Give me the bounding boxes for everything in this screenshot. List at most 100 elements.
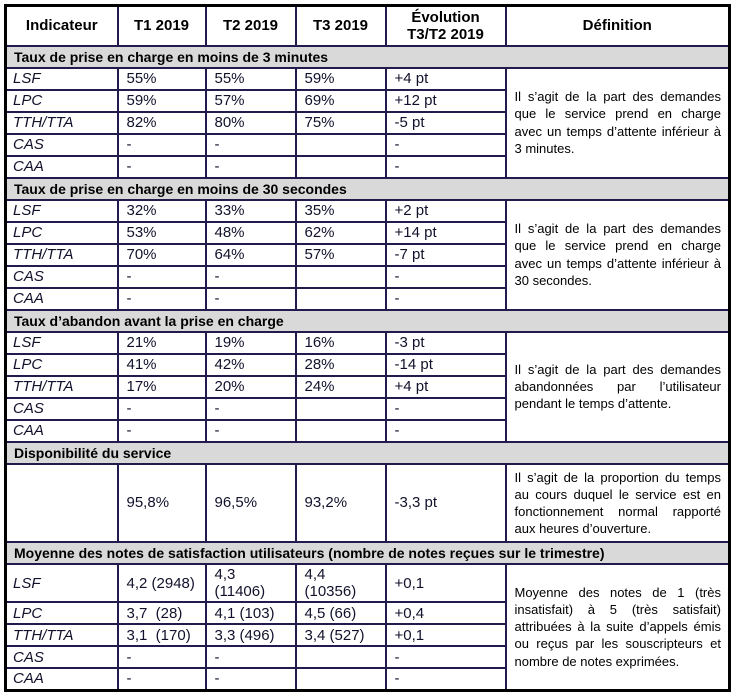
row-label: LSF bbox=[4, 563, 119, 604]
value-t2: 33% bbox=[204, 198, 297, 223]
table-row: LPC 53% 48% 62% +14 pt bbox=[4, 220, 730, 245]
value-evolution: +14 pt bbox=[384, 220, 507, 245]
value-t3 bbox=[294, 264, 387, 289]
row-label: TTH/TTA bbox=[4, 374, 119, 399]
table-row: LPC 3,7 (28) 4,1 (103) 4,5 (66) +0,4 bbox=[4, 601, 730, 626]
value-evolution: +0,4 bbox=[384, 601, 507, 626]
value-t1: 82% bbox=[116, 110, 207, 135]
row-label: TTH/TTA bbox=[4, 110, 119, 135]
value-t3 bbox=[294, 418, 387, 443]
value-t3: 4,4 (10356) bbox=[294, 563, 387, 604]
value-t1: 3,7 (28) bbox=[116, 601, 207, 626]
value-t2: - bbox=[204, 667, 297, 692]
table-row: CAA - - - bbox=[4, 154, 730, 179]
value-t2: - bbox=[204, 264, 297, 289]
value-t1: - bbox=[116, 645, 207, 670]
value-t3: 28% bbox=[294, 352, 387, 377]
value-evolution: - bbox=[384, 286, 507, 311]
value-evolution: - bbox=[384, 667, 507, 692]
row-label: CAS bbox=[4, 396, 119, 421]
table-row: TTH/TTA 82% 80% 75% -5 pt bbox=[4, 110, 730, 135]
table-row: TTH/TTA 70% 64% 57% -7 pt bbox=[4, 242, 730, 267]
value-evolution: - bbox=[384, 264, 507, 289]
value-t2: - bbox=[204, 396, 297, 421]
value-t1: - bbox=[116, 667, 207, 692]
value-t3 bbox=[294, 154, 387, 179]
row-label: CAA bbox=[4, 154, 119, 179]
definition-text: Moyenne des notes de 1 (très insatisfait… bbox=[504, 563, 731, 692]
value-evolution: - bbox=[384, 396, 507, 421]
value-t1: 95,8% bbox=[116, 462, 207, 544]
section-header-row: Taux de prise en charge en moins de 30 s… bbox=[4, 176, 731, 201]
value-t1: 55% bbox=[116, 66, 207, 91]
value-t2: - bbox=[204, 154, 297, 179]
value-t1: - bbox=[116, 264, 207, 289]
table-row: TTH/TTA 17% 20% 24% +4 pt bbox=[4, 374, 730, 399]
value-t2: - bbox=[204, 132, 297, 157]
row-label: CAA bbox=[4, 418, 119, 443]
value-t2: - bbox=[204, 645, 297, 670]
value-evolution: - bbox=[384, 132, 507, 157]
table-row: TTH/TTA 3,1 (170) 3,3 (496) 3,4 (527) +0,1 bbox=[4, 623, 730, 648]
value-evolution: -14 pt bbox=[384, 352, 507, 377]
column-header-t1-2019: T1 2019 bbox=[116, 4, 207, 47]
value-t3: 4,5 (66) bbox=[294, 601, 387, 626]
value-t3: 75% bbox=[294, 110, 387, 135]
table-body: Taux de prise en charge en moins de 3 mi… bbox=[4, 44, 731, 692]
value-t1: - bbox=[116, 396, 207, 421]
value-t3: 59% bbox=[294, 66, 387, 91]
value-t1: 3,1 (170) bbox=[116, 623, 207, 648]
row-label: LPC bbox=[4, 352, 119, 377]
section-title: Taux d’abandon avant la prise en charge bbox=[4, 308, 731, 333]
row-label: CAS bbox=[4, 264, 119, 289]
value-t3 bbox=[294, 396, 387, 421]
table-row: LSF 32% 33% 35% +2 pt Il s’agit de la part de… bbox=[4, 198, 731, 311]
row-label: LSF bbox=[4, 66, 119, 91]
value-t2: 19% bbox=[204, 330, 297, 355]
column-header-evolution-line1: Évolution bbox=[411, 8, 480, 26]
section-header-row: Taux d’abandon avant la prise en charge bbox=[4, 308, 731, 333]
row-label: CAA bbox=[4, 286, 119, 311]
value-evolution: +0,1 bbox=[384, 623, 507, 648]
value-t1: 70% bbox=[116, 242, 207, 267]
value-evolution: -3,3 pt bbox=[384, 462, 507, 544]
value-t3: 24% bbox=[294, 374, 387, 399]
column-header-definition: Définition bbox=[504, 4, 731, 47]
value-t2: 48% bbox=[204, 220, 297, 245]
section-header-row: Taux de prise en charge en moins de 3 mi… bbox=[4, 44, 731, 69]
value-t1: - bbox=[116, 286, 207, 311]
value-t2: - bbox=[204, 418, 297, 443]
column-header-t3-2019: T3 2019 bbox=[294, 4, 387, 47]
value-t3 bbox=[294, 132, 387, 157]
row-label: CAS bbox=[4, 645, 119, 670]
value-t3: 16% bbox=[294, 330, 387, 355]
row-label: LSF bbox=[4, 198, 119, 223]
column-header-t2-2019: T2 2019 bbox=[204, 4, 297, 47]
value-evolution: +4 pt bbox=[384, 66, 507, 91]
column-header-evolution: Évolution T3/T2 2019 bbox=[384, 4, 507, 47]
table-row: LSF 21% 19% 16% -3 pt Il s’agit de la part de… bbox=[4, 330, 731, 443]
value-t2: 4,3 (11406) bbox=[204, 563, 297, 604]
value-t3: 3,4 (527) bbox=[294, 623, 387, 648]
value-t2: 57% bbox=[204, 88, 297, 113]
definition-text: Il s’agit de la part des demandes abando… bbox=[504, 330, 731, 443]
row-label: LPC bbox=[4, 601, 119, 626]
value-t3 bbox=[294, 286, 387, 311]
section-header-row: Disponibilité du service bbox=[4, 440, 731, 465]
value-evolution: +4 pt bbox=[384, 374, 507, 399]
table-row: CAA - - - bbox=[4, 286, 730, 311]
table-row: LSF 4,2 (2948) 4,3 (11406) 4,4 (10356) +0,1 M… bbox=[4, 563, 731, 692]
value-t1: 41% bbox=[116, 352, 207, 377]
value-t1: 53% bbox=[116, 220, 207, 245]
value-t1: - bbox=[116, 132, 207, 157]
table-row: CAS - - - bbox=[4, 396, 730, 421]
value-evolution: -7 pt bbox=[384, 242, 507, 267]
row-label bbox=[4, 462, 119, 544]
table-row: CAS - - - bbox=[4, 132, 730, 157]
table-row: CAS - - - bbox=[4, 264, 730, 289]
value-t2: 20% bbox=[204, 374, 297, 399]
value-t2: 64% bbox=[204, 242, 297, 267]
row-label: CAS bbox=[4, 132, 119, 157]
section-title: Disponibilité du service bbox=[4, 440, 731, 465]
